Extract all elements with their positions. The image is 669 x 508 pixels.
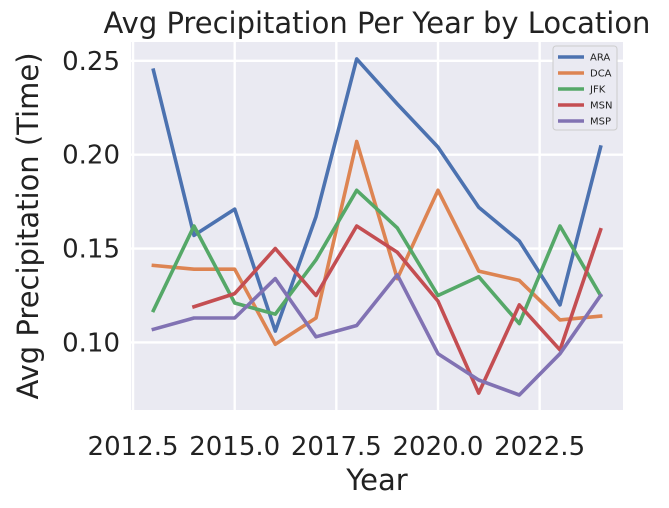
series-line-jfk [150, 188, 604, 326]
legend-label-dca: DCA [590, 69, 612, 80]
x-tick-label: 2012.5 [88, 432, 179, 462]
x-tick-labels: 2012.5 2015.0 2017.5 2020.0 2022.5 [88, 432, 586, 462]
x-tick-label: 2017.5 [291, 432, 382, 462]
legend-label-msp: MSP [590, 117, 611, 128]
y-tick-label: 0.25 [62, 47, 120, 77]
series-line-msn [191, 224, 603, 395]
chart-title: Avg Precipitation Per Year by Location [104, 6, 651, 40]
x-tick-label: 2015.0 [189, 432, 280, 462]
legend: ARA DCA JFK MSN MSP [552, 45, 618, 131]
plot-background [131, 42, 623, 410]
y-tick-label: 0.10 [62, 328, 120, 358]
y-tick-labels: 0.10 0.15 0.20 0.25 [62, 47, 120, 359]
series-line-ara [151, 57, 603, 333]
legend-label-ara: ARA [590, 53, 610, 64]
y-tick-label: 0.15 [62, 235, 120, 265]
legend-label-msn: MSN [590, 101, 612, 112]
x-axis-label: Year [345, 463, 407, 497]
series-lines [150, 57, 604, 397]
legend-label-jfk: JFK [589, 85, 606, 96]
series-line-msp [151, 272, 604, 397]
x-tick-label: 2020.0 [392, 432, 483, 462]
y-tick-label: 0.20 [62, 141, 120, 171]
legend-frame [552, 45, 618, 131]
grid-lines [131, 42, 623, 410]
y-axis-label: Avg Precipitation (Time) [11, 52, 45, 399]
x-tick-label: 2022.5 [494, 432, 585, 462]
